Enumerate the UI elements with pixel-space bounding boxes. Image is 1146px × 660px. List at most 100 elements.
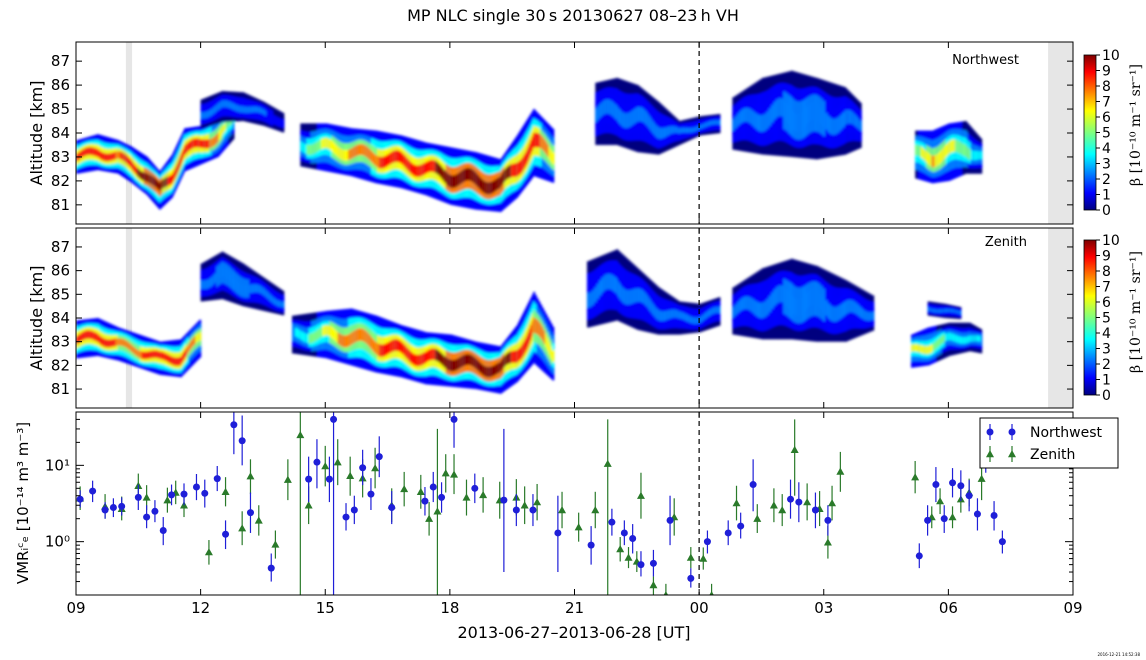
cloud-cell — [963, 337, 967, 344]
cloud-cell — [82, 331, 86, 340]
cloud-cell — [427, 350, 430, 362]
cloud-cell — [709, 121, 712, 126]
shaded-region — [125, 228, 133, 408]
cloud-cell — [927, 345, 930, 355]
data-point — [267, 564, 275, 572]
cloud-cell — [240, 106, 243, 113]
data-point — [948, 513, 957, 521]
cloud-cell — [400, 151, 403, 164]
cloud-cell — [325, 137, 328, 149]
cloud-cell — [953, 139, 956, 152]
cloud-cell — [213, 136, 216, 147]
cloud-cell — [127, 342, 131, 350]
cloud-cell — [931, 155, 934, 168]
cloud-cell — [800, 297, 804, 316]
cloud-cell — [86, 147, 89, 156]
y-tick-label: 87 — [51, 52, 70, 70]
cloud-cell — [941, 335, 944, 344]
data-point — [325, 475, 333, 483]
cloud-cell — [181, 151, 184, 161]
cloud-cell — [100, 336, 103, 345]
data-point — [724, 529, 732, 537]
colorbar-tick-label: 10 — [1102, 233, 1120, 249]
cloud-cell — [926, 151, 929, 163]
y-tick-label: 10⁰ — [45, 533, 70, 551]
cloud-cell — [959, 311, 962, 315]
cloud-cell — [811, 102, 814, 121]
data-point — [936, 497, 945, 505]
cloud-cell — [759, 302, 763, 319]
cloud-cell — [273, 117, 276, 123]
cloud-cell — [678, 128, 681, 134]
cloud-cell — [669, 126, 673, 135]
cloud-cell — [531, 321, 534, 337]
cloud-cell — [91, 331, 94, 340]
cloud-cell — [200, 139, 203, 148]
cloud-cell — [360, 328, 364, 341]
cloud-cell — [375, 341, 378, 355]
data-point — [636, 491, 645, 499]
cloud-cell — [300, 141, 304, 151]
cloud-cell — [913, 343, 916, 352]
cloud-cell — [976, 335, 979, 342]
cloud-cell — [683, 127, 686, 133]
cloud-cell — [146, 351, 150, 359]
cloud-cell — [470, 355, 474, 366]
cloud-cell — [521, 157, 524, 172]
cloud-cell — [141, 171, 144, 180]
cloud-cell — [177, 162, 180, 172]
cloud-cell — [541, 326, 544, 341]
cloud-cell — [519, 160, 522, 175]
cloud-cell — [379, 344, 382, 357]
colorbar-tick-label: 6 — [1102, 110, 1111, 126]
cloud-cell — [189, 140, 192, 150]
cloud-cell — [337, 332, 341, 345]
cloud-cell — [706, 122, 709, 127]
colorbar-tick-label: 3 — [1102, 157, 1111, 173]
data-point — [271, 540, 280, 548]
cloud-cell — [172, 172, 175, 183]
cloud-cell — [550, 346, 553, 359]
series-northwest — [76, 412, 1006, 595]
cloud-cell — [247, 284, 250, 294]
cloud-cell — [790, 108, 794, 128]
cloud-cell — [223, 266, 226, 277]
cloud-cell — [173, 170, 176, 181]
cloud-cell — [335, 331, 339, 343]
cloud-cell — [456, 173, 459, 187]
colorbar-tick-label: 2 — [1102, 172, 1111, 188]
data-point — [283, 475, 292, 483]
cloud-cell — [780, 285, 784, 303]
cloud-cell — [732, 307, 736, 318]
cloud-cell — [944, 309, 947, 313]
cloud-cell — [221, 266, 224, 277]
cloud-cell — [294, 328, 299, 337]
cloud-cell — [259, 285, 262, 294]
cloud-cell — [859, 306, 863, 318]
cloud-cell — [505, 168, 508, 181]
cloud-cell — [616, 105, 619, 121]
cloud-cell — [716, 120, 719, 125]
cloud-cell — [744, 107, 748, 122]
cloud-cell — [478, 362, 482, 373]
cloud-cell — [354, 329, 358, 343]
cloud-cell — [608, 273, 612, 290]
cloud-cell — [404, 155, 407, 168]
cloud-cell — [832, 306, 836, 322]
data-point — [940, 515, 948, 523]
cloud-cell — [929, 345, 932, 354]
cloud-cell — [447, 173, 451, 187]
cloud-cell — [212, 107, 216, 115]
y-tick-label: 86 — [51, 76, 70, 94]
data-point — [795, 498, 803, 506]
cloud-cell — [406, 158, 409, 170]
cloud-cell — [528, 143, 531, 159]
y-tick-label: 86 — [51, 262, 70, 280]
data-point — [89, 487, 97, 495]
cloud-cell — [973, 335, 975, 342]
cloud-cell — [937, 309, 940, 313]
cloud-cell — [940, 309, 943, 313]
cloud-cell — [346, 335, 349, 348]
data-point — [151, 507, 159, 515]
